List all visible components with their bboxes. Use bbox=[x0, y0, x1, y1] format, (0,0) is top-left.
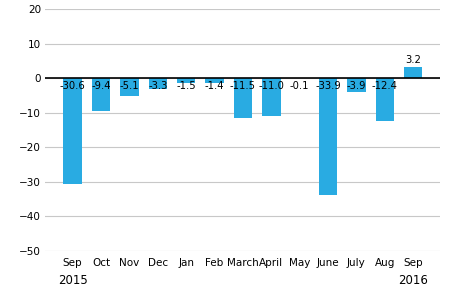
Bar bbox=[234, 78, 252, 118]
Text: 3.2: 3.2 bbox=[405, 55, 421, 65]
Text: March: March bbox=[227, 258, 259, 268]
Bar bbox=[92, 78, 110, 111]
Text: 2015: 2015 bbox=[58, 274, 88, 287]
Bar bbox=[347, 78, 365, 92]
Text: -30.6: -30.6 bbox=[60, 81, 85, 91]
Bar bbox=[148, 78, 167, 89]
Text: Sep: Sep bbox=[404, 258, 423, 268]
Text: June: June bbox=[317, 258, 339, 268]
Text: -5.1: -5.1 bbox=[119, 81, 139, 91]
Text: May: May bbox=[289, 258, 311, 268]
Bar bbox=[205, 78, 224, 83]
Text: -33.9: -33.9 bbox=[315, 81, 341, 91]
Text: -3.3: -3.3 bbox=[148, 81, 168, 91]
Bar bbox=[120, 78, 138, 96]
Text: Aug: Aug bbox=[375, 258, 395, 268]
Text: July: July bbox=[347, 258, 366, 268]
Text: -1.5: -1.5 bbox=[176, 81, 196, 91]
Text: Sep: Sep bbox=[63, 258, 82, 268]
Text: -9.4: -9.4 bbox=[91, 81, 111, 91]
Text: April: April bbox=[259, 258, 283, 268]
Bar bbox=[262, 78, 281, 116]
Text: -11.5: -11.5 bbox=[230, 81, 256, 91]
Text: Oct: Oct bbox=[92, 258, 110, 268]
Bar bbox=[177, 78, 195, 83]
Text: 2016: 2016 bbox=[398, 274, 428, 287]
Text: Dec: Dec bbox=[148, 258, 168, 268]
Text: -12.4: -12.4 bbox=[372, 81, 398, 91]
Bar bbox=[375, 78, 394, 121]
Text: -1.4: -1.4 bbox=[205, 81, 224, 91]
Text: -11.0: -11.0 bbox=[258, 81, 284, 91]
Text: Jan: Jan bbox=[178, 258, 194, 268]
Text: -0.1: -0.1 bbox=[290, 81, 310, 91]
Bar bbox=[64, 78, 82, 184]
Bar bbox=[291, 78, 309, 79]
Bar bbox=[404, 67, 422, 78]
Text: Nov: Nov bbox=[119, 258, 139, 268]
Text: Feb: Feb bbox=[205, 258, 224, 268]
Text: -3.9: -3.9 bbox=[347, 81, 366, 91]
Bar bbox=[319, 78, 337, 195]
